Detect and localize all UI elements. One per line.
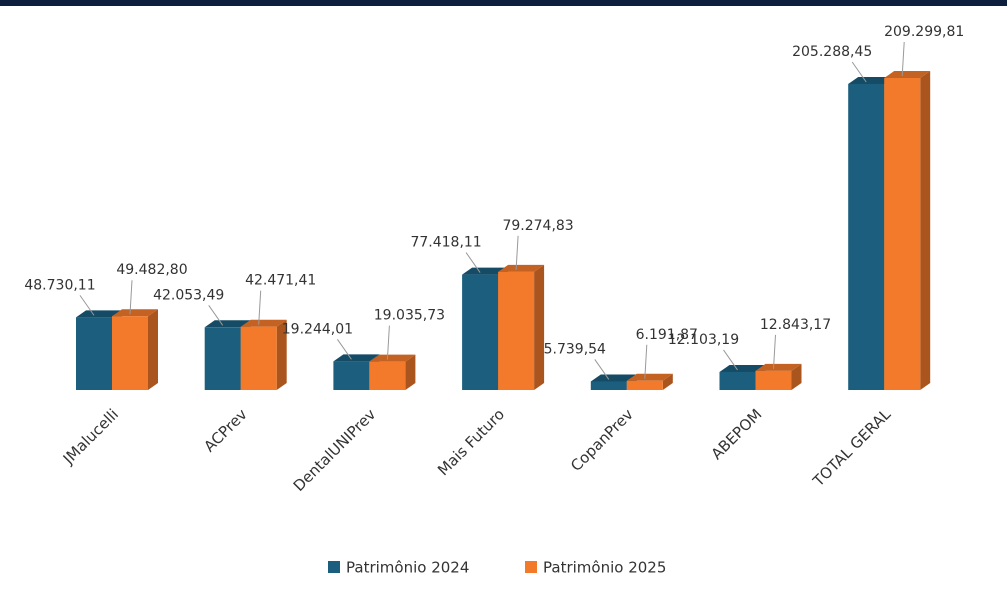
bar: [112, 309, 158, 390]
bar-side: [662, 373, 673, 390]
data-label: 209.299,81: [884, 24, 964, 40]
bar-top: [204, 320, 251, 328]
bar-side: [148, 309, 158, 390]
x-tick-label: CopanPrev: [567, 405, 637, 475]
leader-line: [901, 41, 905, 77]
bar-top: [848, 76, 895, 84]
bar-top: [626, 373, 673, 381]
legend-label: Patrimônio 2025: [543, 559, 666, 577]
leader-line: [129, 280, 133, 315]
data-label: 48.730,11: [24, 277, 95, 293]
bar-top: [498, 264, 545, 272]
legend-label: Patrimônio 2024: [346, 559, 469, 577]
bar-front: [755, 370, 792, 390]
legend-swatch: [525, 561, 537, 573]
bar-top: [333, 354, 380, 362]
data-label: 12.843,17: [760, 317, 831, 333]
leader-line: [773, 334, 776, 369]
x-tick-label: DentalUNIPrev: [290, 405, 380, 495]
bar: [369, 354, 416, 390]
leader-line: [515, 235, 519, 270]
legend-swatch: [328, 561, 340, 573]
top-band: [0, 0, 1007, 6]
bar-front: [204, 327, 241, 390]
bar-side: [276, 319, 287, 390]
leader-line: [336, 339, 352, 360]
bar-front: [590, 381, 627, 390]
bar-side: [534, 264, 545, 390]
bar-top: [719, 364, 766, 372]
bar-top: [76, 310, 122, 318]
leader-line: [386, 325, 390, 360]
bar: [884, 71, 931, 390]
x-tick-label: JMalucelli: [59, 405, 122, 468]
leader-line: [723, 349, 738, 371]
data-label: 42.053,49: [153, 287, 224, 303]
x-tick-label: ACPrev: [200, 405, 250, 455]
bar-front: [626, 380, 663, 390]
bar-front: [848, 83, 885, 390]
data-label: 12.103,19: [668, 332, 739, 348]
bar-top: [369, 354, 416, 362]
leader-line: [644, 344, 648, 379]
bar-side: [920, 71, 931, 390]
bar-top: [755, 363, 802, 371]
bar-front: [719, 371, 756, 390]
bar-side: [405, 354, 416, 390]
data-label: 19.244,01: [282, 321, 353, 337]
leader-line: [594, 359, 610, 380]
bar: [498, 264, 545, 390]
leader-line: [208, 305, 224, 326]
data-label: 42.471,41: [245, 273, 316, 289]
leader-line: [851, 61, 867, 83]
bar-front: [369, 361, 406, 390]
bar-front: [76, 317, 112, 390]
bar-front: [498, 271, 535, 390]
data-label: 79.274,83: [502, 218, 573, 234]
x-tick-label: ABEPOM: [708, 405, 766, 463]
bar-side: [791, 363, 802, 390]
bar-front: [333, 361, 370, 390]
bar-front: [112, 316, 148, 390]
data-label: 6.191,87: [636, 327, 698, 343]
bar: [626, 373, 673, 390]
x-tick-label: TOTAL GERAL: [809, 405, 895, 491]
leader-line: [258, 290, 262, 325]
data-label: 205.288,45: [792, 44, 872, 60]
leader-line: [465, 252, 481, 273]
bar-top: [462, 267, 509, 275]
leader-line: [79, 295, 95, 316]
bar-top: [884, 71, 931, 78]
data-label: 19.035,73: [374, 308, 445, 324]
data-label: 49.482,80: [116, 262, 187, 278]
bar-front: [884, 78, 921, 390]
bar-front: [462, 274, 499, 390]
bar: [755, 363, 802, 390]
bar-front: [240, 326, 277, 390]
bar-top: [240, 319, 287, 327]
bar-top: [590, 374, 637, 382]
bar: [240, 319, 287, 390]
x-tick-label: Mais Futuro: [434, 405, 508, 479]
bar-top: [112, 309, 158, 317]
data-label: 5.739,54: [544, 341, 606, 357]
data-label: 77.418,11: [410, 235, 481, 251]
